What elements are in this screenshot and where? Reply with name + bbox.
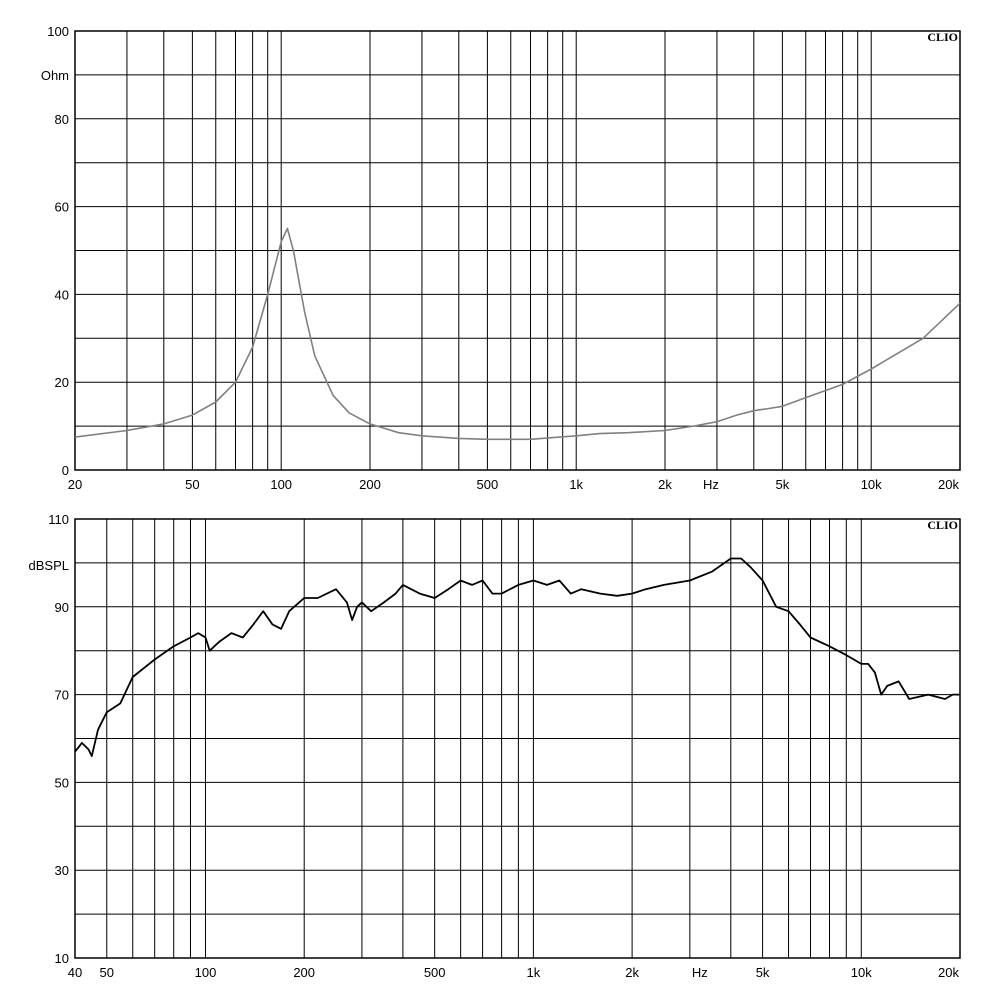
impedance-x-tick-label: 200 [359, 477, 381, 492]
spl-y-axis-label: dBSPL [29, 558, 69, 573]
spl-x-tick-label: 200 [293, 965, 315, 980]
spl-x-tick-label: 40 [68, 965, 82, 980]
impedance-x-tick-label: 100 [270, 477, 292, 492]
impedance-y-tick-label: 80 [55, 112, 69, 127]
impedance-y-axis-label: Ohm [41, 68, 69, 83]
spl-y-tick-label: 50 [55, 775, 69, 790]
spl-x-tick-label: 100 [195, 965, 217, 980]
spl-x-tick-label: 1k [527, 965, 541, 980]
spl-y-tick-label: 10 [55, 951, 69, 966]
spl-y-tick-label: 70 [55, 688, 69, 703]
impedance-x-tick-label: 5k [776, 477, 790, 492]
spl-x-axis-label: Hz [692, 965, 708, 980]
spl-x-tick-label: 20k [938, 965, 959, 980]
spl-brand-mark: CLIO [927, 518, 958, 532]
impedance-x-tick-label: 2k [658, 477, 672, 492]
spl-series-line [74, 557, 960, 757]
spl-y-tick-label: 110 [48, 512, 69, 527]
impedance-y-tick-label: 0 [62, 463, 69, 478]
spl-x-tick-label: 2k [625, 965, 639, 980]
impedance-x-axis-label: Hz [703, 477, 719, 492]
impedance-y-tick-label: 40 [55, 287, 69, 302]
spl-x-tick-label: 5k [756, 965, 770, 980]
impedance-plot-frame [74, 30, 961, 471]
spl-y-tick-label: 90 [55, 600, 69, 615]
spl-y-tick-label: 30 [55, 863, 69, 878]
impedance-x-tick-label: 20 [68, 477, 82, 492]
impedance-brand-mark: CLIO [927, 30, 958, 44]
impedance-x-tick-label: 1k [569, 477, 583, 492]
impedance-x-tick-label: 50 [185, 477, 199, 492]
impedance-x-tick-label: 500 [477, 477, 499, 492]
impedance-y-tick-label: 60 [55, 200, 69, 215]
spl-chart: 110 90 70 50 30 10 dBSPL 40 50 100 200 500 1k 2k 5k 10k… [29, 512, 961, 980]
spl-x-tick-label: 10k [851, 965, 872, 980]
impedance-y-tick-label: 20 [55, 375, 69, 390]
impedance-series-line [74, 227, 961, 441]
impedance-x-tick-label: 20k [938, 477, 959, 492]
spl-x-tick-label: 50 [100, 965, 114, 980]
spl-plot-frame [74, 518, 961, 959]
spl-x-tick-label: 500 [424, 965, 446, 980]
impedance-y-tick-label: 100 [47, 24, 69, 39]
impedance-x-tick-label: 10k [861, 477, 882, 492]
